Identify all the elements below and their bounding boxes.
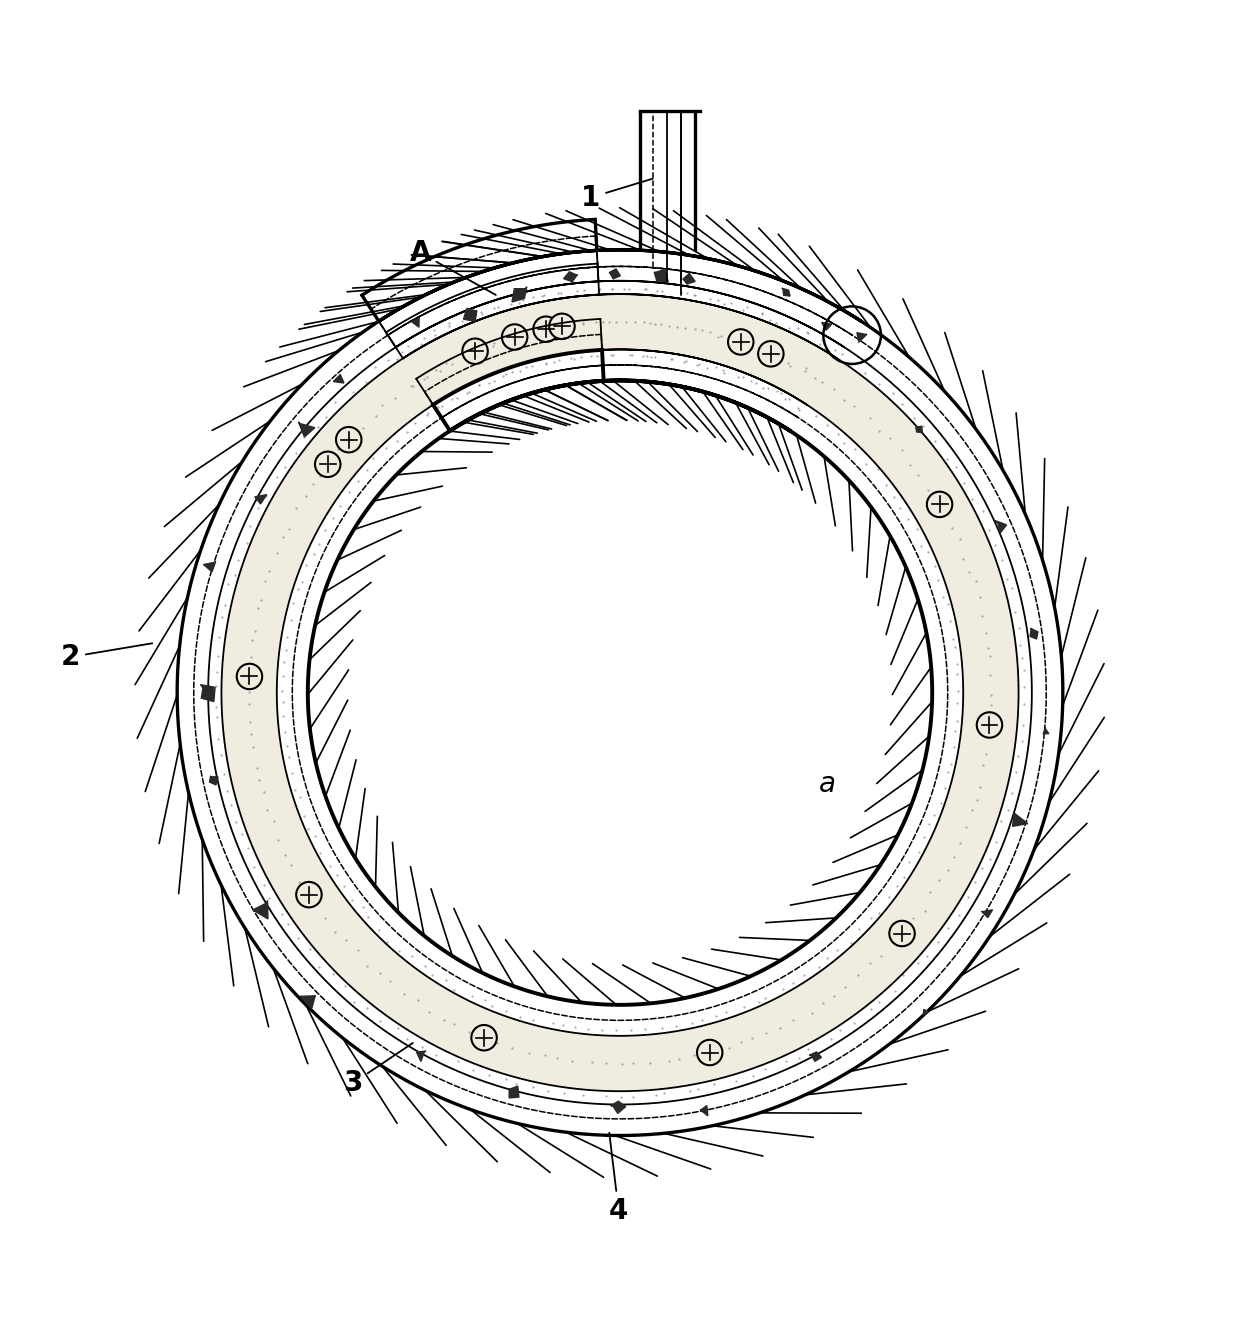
Polygon shape xyxy=(1013,813,1028,826)
Circle shape xyxy=(471,1025,497,1050)
Polygon shape xyxy=(253,900,268,919)
Polygon shape xyxy=(683,274,696,284)
Polygon shape xyxy=(810,1051,821,1061)
Text: 4: 4 xyxy=(609,1133,629,1224)
Polygon shape xyxy=(923,1010,929,1015)
Polygon shape xyxy=(508,1086,518,1098)
Circle shape xyxy=(697,1039,723,1065)
Polygon shape xyxy=(994,520,1007,532)
Polygon shape xyxy=(782,288,790,296)
Polygon shape xyxy=(222,294,1018,1092)
Polygon shape xyxy=(334,374,343,384)
Polygon shape xyxy=(655,270,668,282)
Circle shape xyxy=(315,452,341,477)
Polygon shape xyxy=(1043,728,1049,734)
Circle shape xyxy=(889,921,915,947)
Polygon shape xyxy=(403,295,603,405)
Polygon shape xyxy=(201,685,215,701)
Polygon shape xyxy=(203,562,216,571)
Circle shape xyxy=(926,492,952,518)
Polygon shape xyxy=(210,776,218,784)
Text: 2: 2 xyxy=(61,642,153,670)
Polygon shape xyxy=(1030,628,1038,638)
Circle shape xyxy=(502,325,527,350)
Circle shape xyxy=(237,664,262,689)
Text: A: A xyxy=(409,239,496,295)
Circle shape xyxy=(977,712,1002,738)
Circle shape xyxy=(336,426,362,452)
Polygon shape xyxy=(254,495,267,504)
Polygon shape xyxy=(412,318,419,327)
Text: a: a xyxy=(820,770,836,798)
Polygon shape xyxy=(916,426,923,433)
Polygon shape xyxy=(857,333,867,342)
Circle shape xyxy=(296,882,321,908)
Polygon shape xyxy=(464,308,477,322)
Text: 1: 1 xyxy=(582,178,652,212)
Circle shape xyxy=(758,341,784,366)
Circle shape xyxy=(463,338,487,363)
Polygon shape xyxy=(299,422,315,437)
Polygon shape xyxy=(300,995,315,1008)
Circle shape xyxy=(533,316,559,342)
Circle shape xyxy=(549,314,574,339)
Circle shape xyxy=(728,330,754,354)
Polygon shape xyxy=(609,270,620,279)
Polygon shape xyxy=(701,1105,708,1116)
Polygon shape xyxy=(610,1101,626,1113)
Text: 3: 3 xyxy=(343,1043,413,1097)
Polygon shape xyxy=(982,909,992,917)
Polygon shape xyxy=(564,272,578,282)
Polygon shape xyxy=(822,322,832,330)
Polygon shape xyxy=(417,1051,427,1062)
Polygon shape xyxy=(512,287,527,302)
